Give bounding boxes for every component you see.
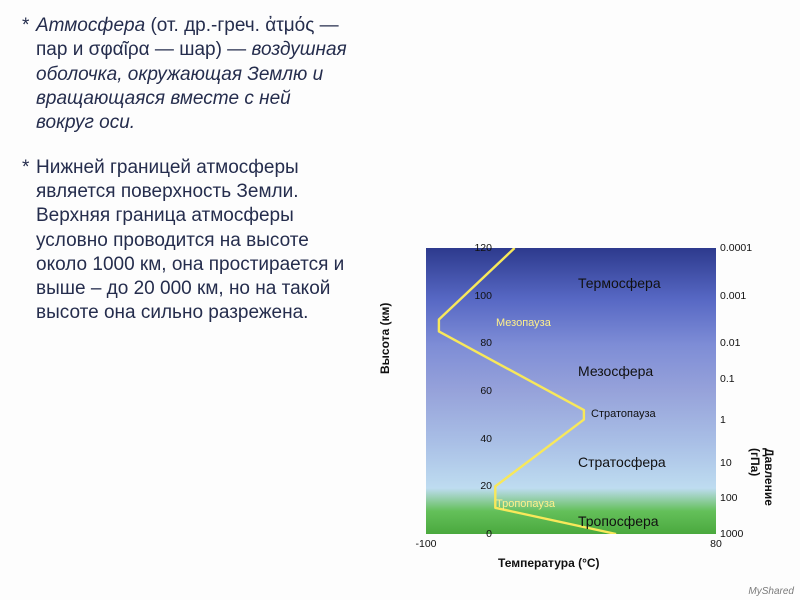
pressure-tick-label: 1 <box>720 414 726 426</box>
y-axis-label: Высота (км) <box>378 303 392 374</box>
para-1: * Атмосфера (от. др.-греч. ἀτμός — пар и… <box>22 14 352 136</box>
ytick-label: 40 <box>462 433 492 445</box>
layer-label: Мезосфера <box>578 363 653 379</box>
y2-axis-label: Давление (гПа) <box>748 448 776 506</box>
p2-text: Нижней границей атмосферы является повер… <box>36 157 344 324</box>
pause-label: Стратопауза <box>591 408 656 420</box>
x-axis-label: Температура (°C) <box>498 556 600 570</box>
ytick-label: 0 <box>462 528 492 540</box>
pressure-tick-label: 1000 <box>720 528 743 540</box>
ytick-label: 60 <box>462 385 492 397</box>
para-2: * Нижней границей атмосферы является пов… <box>22 156 352 326</box>
xtick-label: -100 <box>415 538 436 550</box>
layer-label: Тропосфера <box>578 513 659 529</box>
pressure-tick-label: 0.001 <box>720 290 746 302</box>
atmosphere-chart: Термосфера Мезосфера Стратосфера Тропосфера… <box>378 248 788 584</box>
pressure-tick-label: 0.01 <box>720 337 740 349</box>
watermark: MyShared <box>748 586 794 597</box>
layer-label: Стратосфера <box>578 454 666 470</box>
pause-label: Мезопауза <box>496 317 551 329</box>
ytick-label: 120 <box>462 242 492 254</box>
ytick-label: 80 <box>462 337 492 349</box>
bullet-icon: * <box>22 14 29 38</box>
pressure-tick-label: 0.1 <box>720 373 735 385</box>
pressure-tick-label: 0.0001 <box>720 242 752 254</box>
layer-label: Термосфера <box>578 275 661 291</box>
ytick-label: 20 <box>462 480 492 492</box>
pause-label: Тропопауза <box>496 498 555 510</box>
pressure-tick-label: 10 <box>720 457 732 469</box>
p1-term: Атмосфера <box>36 15 145 36</box>
ytick-label: 100 <box>462 290 492 302</box>
pressure-tick-label: 100 <box>720 492 738 504</box>
bullet-icon: * <box>22 156 29 180</box>
